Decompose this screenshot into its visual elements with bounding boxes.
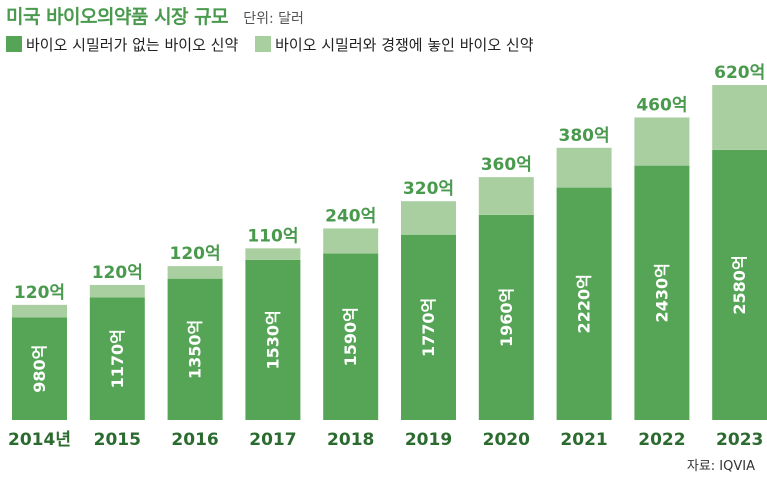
x-tick-label: 2015 (94, 430, 141, 450)
x-tick-label: 2023 (716, 430, 763, 450)
legend-swatch-dark (6, 36, 22, 52)
data-label-with-biosimilar: 120억 (170, 244, 221, 264)
bar-segment-with-biosimilar (323, 228, 379, 254)
x-tick-label: 2018 (327, 430, 374, 450)
bar-segment-no-biosimilar (556, 187, 612, 420)
bar-segment-no-biosimilar (12, 317, 67, 420)
data-label-with-biosimilar: 460억 (636, 95, 687, 115)
chart-title: 미국 바이오의약품 시장 규모 (6, 6, 229, 28)
bar-segment-no-biosimilar (401, 234, 456, 420)
bar-segment-no-biosimilar (323, 253, 379, 420)
bar-segment-with-biosimilar (167, 266, 223, 279)
bar-segment-with-biosimilar (712, 85, 767, 150)
bar-segment-no-biosimilar (245, 259, 301, 420)
legend-swatch-light (255, 36, 272, 52)
data-label-with-biosimilar: 110억 (247, 226, 298, 246)
bar-segment-with-biosimilar (401, 201, 456, 235)
unit-label: 단위: 달러 (243, 11, 304, 27)
bar-segment-no-biosimilar (712, 149, 767, 420)
data-label-no-biosimilar: 1590억 (341, 307, 360, 366)
data-label-no-biosimilar: 1770억 (419, 298, 438, 357)
x-tick-label: 2022 (638, 430, 685, 450)
x-tick-label: 2021 (560, 430, 607, 450)
data-label-with-biosimilar: 380억 (559, 126, 610, 146)
bar-segment-with-biosimilar (12, 304, 67, 318)
data-label-with-biosimilar: 360억 (481, 155, 532, 175)
title-row: 미국 바이오의약품 시장 규모 단위: 달러 (6, 2, 304, 30)
source-note: 자료: IQVIA (686, 459, 755, 474)
x-tick-label: 2020 (483, 430, 530, 450)
data-label-no-biosimilar: 1350억 (186, 320, 205, 379)
x-tick-label: 2019 (405, 430, 452, 450)
bar-segment-with-biosimilar (634, 117, 690, 166)
bar-segment-with-biosimilar (556, 147, 612, 188)
legend-item-no-biosimilar: 바이오 시밀러가 없는 바이오 신약 (6, 34, 238, 55)
legend-label-no-biosimilar: 바이오 시밀러가 없는 바이오 신약 (26, 36, 239, 54)
legend-item-with-biosimilar: 바이오 시밀러와 경쟁에 놓인 바이오 신약 (255, 34, 534, 55)
data-label-no-biosimilar: 2580억 (730, 255, 749, 314)
x-tick-label: 2014년 (8, 430, 71, 450)
bar-segment-no-biosimilar (167, 278, 223, 420)
data-label-with-biosimilar: 240억 (325, 206, 376, 226)
bar-segment-with-biosimilar (478, 177, 534, 215)
data-label-no-biosimilar: 2430억 (652, 263, 671, 322)
bar-segment-no-biosimilar (89, 297, 145, 420)
x-tick-label: 2016 (171, 430, 218, 450)
data-label-no-biosimilar: 1170억 (108, 329, 127, 388)
data-label-with-biosimilar: 620억 (714, 63, 765, 83)
data-label-with-biosimilar: 320억 (403, 179, 454, 199)
bar-segment-with-biosimilar (89, 284, 145, 298)
bar-segment-no-biosimilar (634, 165, 690, 420)
data-label-with-biosimilar: 120억 (14, 283, 65, 303)
bar-segment-with-biosimilar (245, 248, 301, 260)
data-label-no-biosimilar: 2220억 (575, 274, 594, 333)
legend: 바이오 시밀러가 없는 바이오 신약 바이오 시밀러와 경쟁에 놓인 바이오 신… (6, 34, 546, 58)
data-label-no-biosimilar: 1960억 (497, 288, 516, 347)
data-label-with-biosimilar: 120억 (92, 263, 143, 283)
data-label-no-biosimilar: 980억 (30, 345, 49, 393)
bar-segment-no-biosimilar (478, 214, 534, 420)
legend-label-with-biosimilar: 바이오 시밀러와 경쟁에 놓인 바이오 신약 (275, 36, 534, 54)
x-tick-label: 2017 (249, 430, 296, 450)
data-label-no-biosimilar: 1530억 (263, 310, 282, 369)
